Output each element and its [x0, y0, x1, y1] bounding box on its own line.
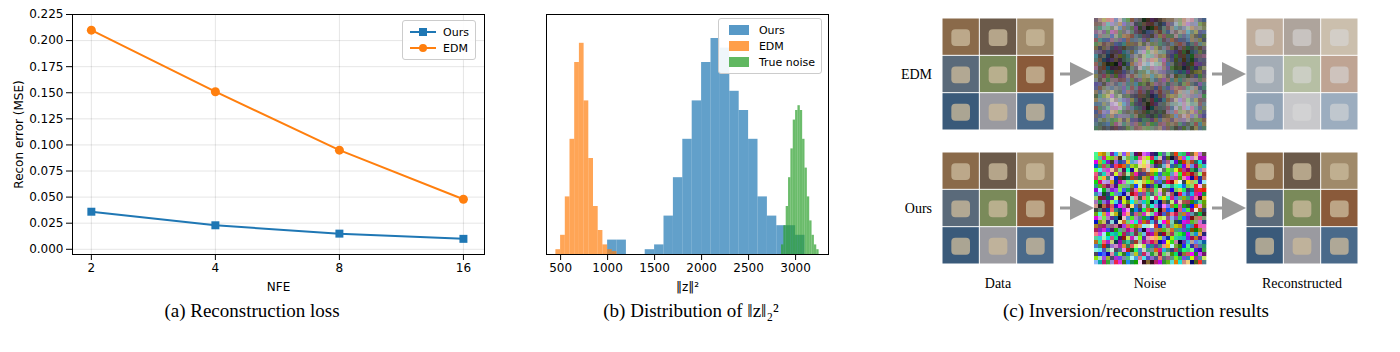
svg-text:3000: 3000	[780, 261, 811, 275]
html-text:(b) Distribution of ‖z‖₂²: (b) Distribution of ‖z‖₂²	[603, 300, 779, 321]
svg-text:Reconstructed: Reconstructed	[1262, 276, 1342, 291]
html-text:True noise: True noise	[758, 55, 815, 69]
svg-text:0.000: 0.000	[29, 242, 63, 256]
svg-text:2000: 2000	[686, 261, 717, 275]
svg-text:Noise: Noise	[1134, 276, 1167, 291]
svg-text:500: 500	[549, 261, 572, 275]
html-text:Ours: Ours	[443, 25, 469, 39]
svg-text:1000: 1000	[592, 261, 623, 275]
html-text:EDM: EDM	[758, 39, 784, 53]
svg-text:Ours: Ours	[905, 201, 932, 216]
svg-text:0.225: 0.225	[29, 7, 63, 21]
html-text:(c) Inversion/reconstruction r: (c) Inversion/reconstruction results	[1003, 300, 1269, 321]
svg-text:8: 8	[336, 261, 344, 275]
svg-text:0.150: 0.150	[29, 86, 63, 100]
svg-text:2500: 2500	[733, 261, 764, 275]
svg-text:0.100: 0.100	[29, 138, 63, 152]
svg-text:0.075: 0.075	[29, 164, 63, 178]
html-text:Ours: Ours	[758, 23, 785, 37]
svg-text:‖z‖²: ‖z‖²	[676, 280, 699, 294]
svg-text:0.050: 0.050	[29, 190, 63, 204]
svg-text:Recon error (MSE): Recon error (MSE)	[12, 80, 26, 188]
svg-text:0.200: 0.200	[29, 33, 63, 47]
svg-text:4: 4	[212, 261, 220, 275]
html-text:(a) Reconstruction loss: (a) Reconstruction loss	[164, 300, 340, 321]
svg-text:EDM: EDM	[901, 67, 933, 82]
svg-text:0.025: 0.025	[29, 216, 63, 230]
svg-text:16: 16	[456, 261, 471, 275]
svg-text:0.125: 0.125	[29, 112, 63, 126]
svg-text:0.175: 0.175	[29, 60, 63, 74]
svg-text:1500: 1500	[639, 261, 670, 275]
html-text:EDM: EDM	[443, 41, 468, 55]
svg-text:Data: Data	[985, 276, 1012, 291]
svg-text:NFE: NFE	[267, 280, 290, 294]
svg-text:2: 2	[88, 261, 96, 275]
